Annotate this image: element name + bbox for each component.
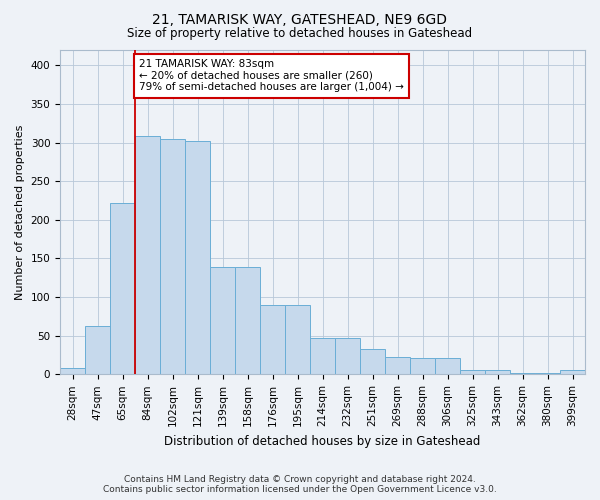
Y-axis label: Number of detached properties: Number of detached properties	[15, 124, 25, 300]
Bar	[160, 139, 185, 374]
Bar	[460, 370, 485, 374]
Bar	[510, 373, 535, 374]
Text: 21 TAMARISK WAY: 83sqm
← 20% of detached houses are smaller (260)
79% of semi-de: 21 TAMARISK WAY: 83sqm ← 20% of detached…	[139, 60, 404, 92]
Text: Size of property relative to detached houses in Gateshead: Size of property relative to detached ho…	[127, 28, 473, 40]
Bar	[235, 267, 260, 374]
Text: Contains HM Land Registry data © Crown copyright and database right 2024.
Contai: Contains HM Land Registry data © Crown c…	[103, 474, 497, 494]
Bar	[560, 370, 585, 374]
Bar	[210, 267, 235, 374]
Bar	[360, 349, 385, 374]
Bar	[60, 368, 85, 374]
Bar	[485, 370, 510, 374]
Bar	[310, 338, 335, 374]
Text: 21, TAMARISK WAY, GATESHEAD, NE9 6GD: 21, TAMARISK WAY, GATESHEAD, NE9 6GD	[152, 12, 448, 26]
Bar	[85, 326, 110, 374]
Bar	[435, 358, 460, 374]
Bar	[535, 373, 560, 374]
Bar	[260, 305, 285, 374]
Bar	[385, 358, 410, 374]
Bar	[135, 136, 160, 374]
Bar	[335, 338, 360, 374]
Bar	[410, 358, 435, 374]
X-axis label: Distribution of detached houses by size in Gateshead: Distribution of detached houses by size …	[164, 434, 481, 448]
Bar	[110, 203, 135, 374]
Bar	[285, 305, 310, 374]
Bar	[185, 141, 210, 374]
